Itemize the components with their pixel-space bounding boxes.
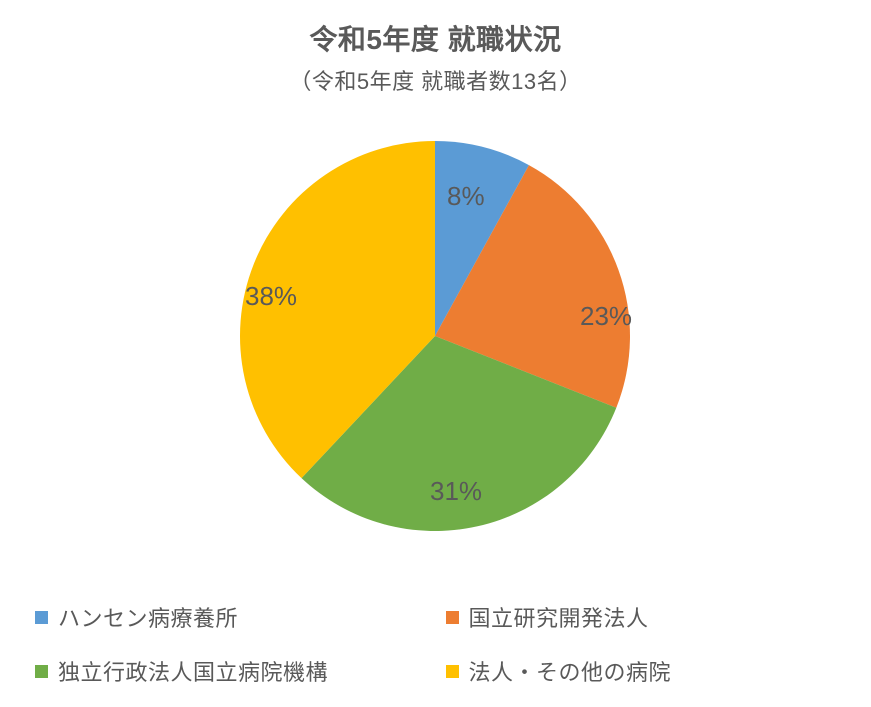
legend-swatch: [35, 611, 48, 624]
legend-item: 国立研究開発法人: [446, 601, 837, 633]
pie-percent-label: 38%: [245, 281, 297, 312]
pie-percent-label: 31%: [430, 476, 482, 507]
legend-item: 独立行政法人国立病院機構: [35, 655, 426, 687]
legend: ハンセン病療養所 国立研究開発法人独立行政法人国立病院機構 法人・その他の病院: [35, 601, 836, 687]
pie-percent-label: 8%: [447, 181, 485, 212]
chart-container: 令和5年度 就職状況 （令和5年度 就職者数13名） 8% 23% 31% 38% ハ…: [0, 0, 871, 707]
chart-title: 令和5年度 就職状況: [0, 0, 871, 58]
pie-percent-label: 23%: [580, 301, 632, 332]
legend-label: 国立研究開発法人: [469, 601, 649, 633]
legend-swatch: [35, 665, 48, 678]
legend-swatch: [446, 665, 459, 678]
pie-chart-area: 8% 23% 31% 38%: [0, 106, 871, 566]
legend-swatch: [446, 611, 459, 624]
pie-slices-group: [240, 141, 630, 531]
legend-item: 法人・その他の病院: [446, 655, 837, 687]
legend-item: ハンセン病療養所: [35, 601, 426, 633]
legend-label: 独立行政法人国立病院機構: [58, 655, 328, 687]
chart-subtitle: （令和5年度 就職者数13名）: [0, 64, 871, 96]
legend-label: ハンセン病療養所: [58, 601, 238, 633]
legend-label: 法人・その他の病院: [469, 655, 672, 687]
